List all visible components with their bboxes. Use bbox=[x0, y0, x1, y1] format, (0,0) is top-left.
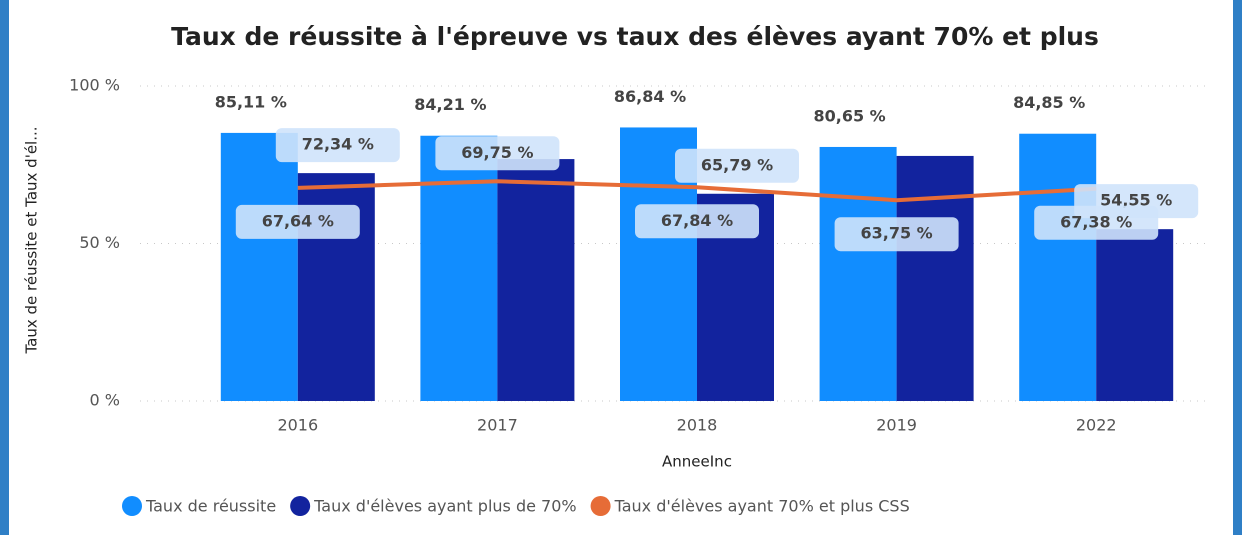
y-axis-title: Taux de réussite et Taux d'él... bbox=[23, 126, 41, 354]
label-box bbox=[834, 217, 959, 252]
legend-label: Taux d'élèves ayant 70% et plus CSS bbox=[614, 497, 910, 516]
x-axis-title: AnneeInc bbox=[662, 453, 732, 471]
data-label: 86,84 % bbox=[614, 87, 686, 106]
bar bbox=[819, 146, 897, 401]
data-label: 67,64 % bbox=[262, 211, 334, 230]
data-label: 69,75 % bbox=[461, 143, 533, 162]
x-tick-label: 2017 bbox=[477, 416, 518, 435]
bar bbox=[497, 159, 575, 401]
x-tick-label: 2018 bbox=[677, 416, 718, 435]
bar bbox=[1096, 229, 1174, 401]
data-label: 72,34 % bbox=[302, 135, 374, 154]
legend-swatch bbox=[590, 496, 611, 516]
y-tick-label: 0 % bbox=[90, 391, 120, 410]
data-label: 80,65 % bbox=[813, 106, 885, 125]
y-tick-label: 50 % bbox=[79, 233, 120, 252]
bar bbox=[420, 135, 498, 401]
bar bbox=[220, 132, 298, 401]
label-box bbox=[435, 136, 560, 171]
label-box bbox=[675, 148, 799, 183]
data-label: 63,75 % bbox=[860, 224, 932, 243]
bar bbox=[1019, 133, 1097, 401]
x-tick-label: 2022 bbox=[1076, 416, 1117, 435]
label-box bbox=[275, 128, 400, 163]
label-box bbox=[235, 204, 360, 239]
data-label: 67,38 % bbox=[1060, 212, 1132, 231]
data-label: 67,84 % bbox=[661, 211, 733, 230]
x-tick-label: 2016 bbox=[277, 416, 318, 435]
data-label: 84,21 % bbox=[414, 95, 486, 114]
x-tick-label: 2019 bbox=[876, 416, 917, 435]
y-tick-label: 100 % bbox=[69, 76, 120, 95]
line bbox=[297, 179, 1097, 203]
legend-swatch bbox=[122, 496, 142, 516]
bar bbox=[896, 155, 974, 401]
data-label: 85,11 % bbox=[215, 92, 287, 111]
legend-swatch bbox=[290, 496, 311, 516]
data-label: 54,55 % bbox=[1100, 191, 1172, 210]
label-box bbox=[1034, 205, 1159, 240]
data-label: 84,85 % bbox=[1013, 93, 1085, 112]
legend-label: Taux d'élèves ayant plus de 70% bbox=[313, 497, 576, 516]
legend-label: Taux de réussite bbox=[145, 497, 276, 516]
label-box bbox=[635, 204, 759, 239]
data-label: 65,79 % bbox=[701, 155, 773, 174]
chart-title: Taux de réussite à l'épreuve vs taux des… bbox=[171, 22, 1099, 51]
